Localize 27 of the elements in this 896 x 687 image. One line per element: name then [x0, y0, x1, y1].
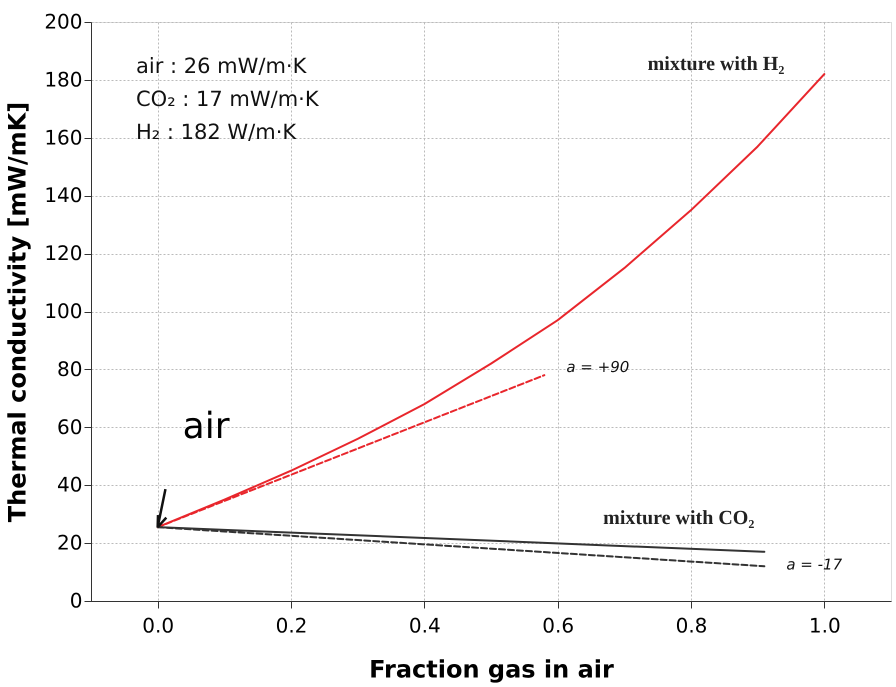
y-axis-title: Thermal conductivity [mW/mK]	[3, 102, 32, 522]
y-tick-label: 140	[44, 183, 82, 208]
y-tick-label: 0	[70, 588, 82, 612]
y-tick-label: 60	[57, 414, 82, 439]
y-tick-label: 180	[44, 67, 82, 92]
x-tick-label: 0.4	[408, 614, 441, 638]
y-tick-label: 20	[57, 530, 82, 555]
x-tick-label: 0.8	[676, 614, 708, 638]
x-tick-label: 0.0	[142, 614, 174, 638]
y-tick-label: 100	[44, 299, 82, 323]
annotation: a = +90	[566, 358, 630, 376]
y-tick-label: 200	[44, 10, 82, 34]
y-tick-label: 160	[44, 125, 82, 150]
x-tick-label: 1.0	[808, 614, 841, 638]
y-tick-label: 40	[57, 472, 82, 497]
y-tick-label: 120	[44, 241, 82, 266]
annotation: a = -17	[786, 555, 843, 574]
series-label: mixture with H₂	[648, 53, 784, 76]
y-tick-label: 80	[57, 356, 82, 381]
series-label: mixture with CO₂	[603, 506, 754, 529]
annotation: air : 26 mW/m·K	[136, 54, 308, 78]
x-axis-title: Fraction gas in air	[369, 656, 614, 684]
annotation: CO₂ : 17 mW/m·K	[136, 87, 320, 111]
x-tick-label: 0.2	[276, 614, 308, 638]
annotation: air	[182, 406, 230, 448]
x-tick-label: 0.6	[542, 614, 574, 638]
annotation: H₂ : 182 W/m·K	[136, 120, 298, 144]
